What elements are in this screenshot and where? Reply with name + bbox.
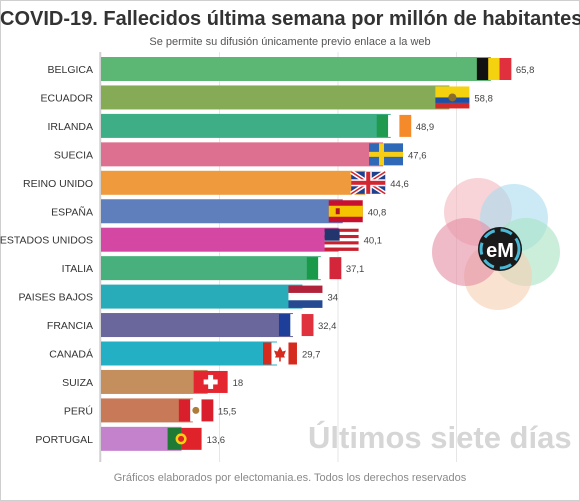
portugal-flag-icon <box>167 427 202 450</box>
logo-text: eM <box>486 240 514 262</box>
canada-flag-icon <box>262 342 297 365</box>
value-label: 47,6 <box>408 150 427 161</box>
netherlands-flag-icon <box>288 285 323 308</box>
watermark-text: Últimos siete días <box>308 420 572 455</box>
bar <box>101 142 384 167</box>
value-label: 34 <box>327 293 338 304</box>
category-label: ESTADOS UNIDOS <box>0 235 93 247</box>
value-label: 37,1 <box>346 264 365 275</box>
bars: BELGICA 65,8 ECUADOR 58,8 IRLANDA 48,9 SUECIA 4… <box>0 57 534 451</box>
belgium-flag-icon <box>476 58 512 80</box>
spain-flag-icon <box>328 200 363 223</box>
category-label: BELGICA <box>47 64 93 76</box>
category-label: SUECIA <box>54 149 93 161</box>
switzerland-flag-icon <box>193 370 228 393</box>
value-label: 44,6 <box>390 179 409 190</box>
value-label: 29,7 <box>302 350 321 361</box>
category-label: FRANCIA <box>47 320 93 332</box>
value-label: 18 <box>233 378 244 389</box>
bar <box>101 284 303 309</box>
value-label: 15,5 <box>218 406 237 417</box>
category-label: PERÚ <box>64 404 93 417</box>
sweden-flag-icon <box>369 143 404 166</box>
italy-flag-icon <box>306 257 342 280</box>
peru-flag-icon <box>178 399 214 422</box>
category-label: PORTUGAL <box>35 434 93 446</box>
value-label: 13,6 <box>207 435 226 446</box>
bar <box>101 369 208 394</box>
bar <box>101 199 343 224</box>
bar <box>101 313 293 338</box>
category-label: CANADÁ <box>49 348 93 361</box>
bar <box>101 170 366 195</box>
category-label: ECUADOR <box>40 92 93 104</box>
footer-credit: Gráficos elaborados por electomania.es. … <box>113 472 467 484</box>
bar <box>101 113 391 138</box>
chart-subtitle: Se permite su difusión únicamente previo… <box>149 36 431 48</box>
bar <box>101 227 339 252</box>
ecuador-flag-icon <box>435 86 470 109</box>
bar <box>101 341 277 366</box>
ireland-flag-icon <box>376 114 412 137</box>
value-label: 58,8 <box>474 93 493 104</box>
bar <box>101 57 491 81</box>
category-label: IRLANDA <box>47 121 93 133</box>
value-label: 40,8 <box>368 207 387 218</box>
united-states-flag-icon <box>324 228 359 251</box>
category-label: ITALIA <box>62 263 93 275</box>
category-label: PAISES BAJOS <box>19 292 94 304</box>
category-label: ESPAÑA <box>51 205 93 218</box>
value-label: 32,4 <box>318 321 337 332</box>
united-kingdom-flag-icon <box>350 169 387 196</box>
bar <box>101 85 450 110</box>
bar <box>101 398 193 423</box>
value-label: 48,9 <box>416 122 435 133</box>
value-label: 65,8 <box>516 65 535 76</box>
category-label: SUIZA <box>62 377 93 389</box>
electomania-logo: eM <box>432 178 560 310</box>
chart-title: COVID-19. Fallecidos última semana por m… <box>0 8 580 30</box>
bar <box>101 256 321 281</box>
france-flag-icon <box>278 314 314 337</box>
category-label: REINO UNIDO <box>23 178 93 190</box>
value-label: 40,1 <box>364 236 383 247</box>
